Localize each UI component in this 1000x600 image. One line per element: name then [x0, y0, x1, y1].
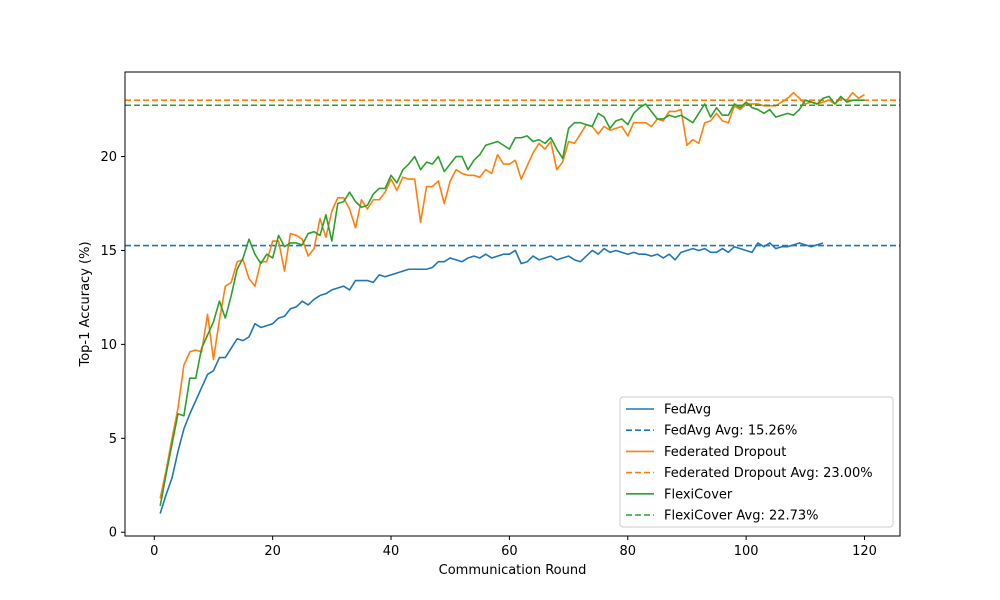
legend-label: FlexiCover Avg: 22.73% [664, 509, 819, 524]
y-axis-label: Top-1 Accuracy (%) [78, 241, 93, 367]
y-tick-label: 20 [100, 150, 117, 165]
legend-entry: FlexiCover Avg: 22.73% [626, 509, 819, 524]
series-line-fedavg [159, 242, 824, 514]
x-tick-label: 60 [501, 544, 518, 559]
legend-entry: FlexiCover [626, 487, 733, 502]
x-tick-label: 40 [383, 544, 400, 559]
y-tick-label: 5 [109, 432, 117, 447]
legend-entry: Federated Dropout [626, 445, 786, 460]
y-tick-label: 10 [100, 338, 117, 353]
series-line-flexicover [159, 95, 865, 507]
legend-entry: FedAvg Avg: 15.26% [626, 424, 797, 439]
legend-entry: Federated Dropout Avg: 23.00% [626, 466, 873, 481]
legend-entry: FedAvg [626, 403, 711, 418]
x-axis: 0 20 40 60 80 100 120 [150, 536, 877, 559]
x-tick-label: 20 [264, 544, 281, 559]
plot-area [125, 91, 900, 514]
x-tick-label: 0 [150, 544, 158, 559]
x-tick-label: 100 [734, 544, 759, 559]
plot-frame [124, 71, 901, 537]
y-axis: 0 5 10 15 20 [100, 150, 125, 541]
legend-label: FedAvg Avg: 15.26% [664, 424, 797, 439]
y-tick-label: 15 [100, 244, 117, 259]
legend-label: Federated Dropout [664, 445, 786, 460]
legend-label: Federated Dropout Avg: 23.00% [664, 466, 873, 481]
legend: FedAvg FedAvg Avg: 15.26% Federated Dropou… [619, 396, 894, 528]
legend-box [619, 396, 894, 528]
x-tick-label: 120 [852, 544, 877, 559]
y-tick-label: 0 [109, 526, 117, 541]
x-tick-label: 80 [619, 544, 636, 559]
legend-label: FedAvg [664, 403, 711, 418]
x-axis-label: Communication Round [439, 563, 587, 578]
legend-label: FlexiCover [664, 487, 733, 502]
